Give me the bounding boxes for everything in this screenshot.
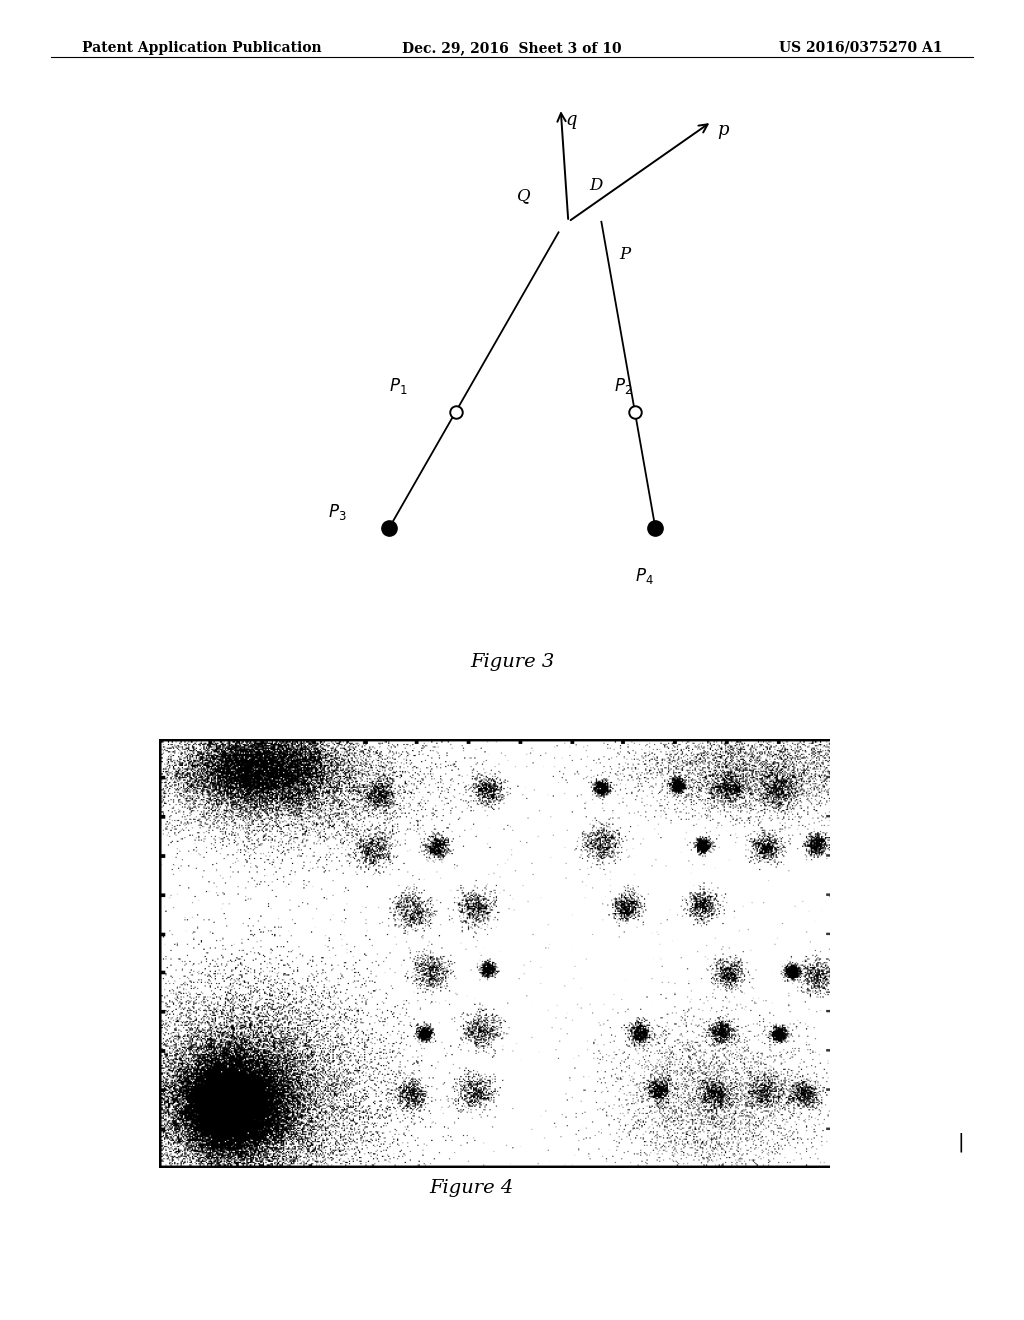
Text: Patent Application Publication: Patent Application Publication bbox=[82, 41, 322, 55]
Text: Dec. 29, 2016  Sheet 3 of 10: Dec. 29, 2016 Sheet 3 of 10 bbox=[402, 41, 622, 55]
Text: |: | bbox=[957, 1133, 964, 1151]
Text: Q: Q bbox=[517, 187, 530, 205]
Text: $P_2$: $P_2$ bbox=[614, 376, 633, 396]
Text: $P_1$: $P_1$ bbox=[389, 376, 408, 396]
Text: D: D bbox=[589, 177, 602, 194]
Text: P: P bbox=[620, 246, 631, 263]
Text: $P_3$: $P_3$ bbox=[328, 503, 346, 523]
Text: Figure 4: Figure 4 bbox=[429, 1179, 513, 1197]
Text: q: q bbox=[565, 111, 578, 129]
Text: Figure 3: Figure 3 bbox=[470, 653, 554, 672]
Text: p: p bbox=[717, 121, 728, 140]
Text: US 2016/0375270 A1: US 2016/0375270 A1 bbox=[778, 41, 942, 55]
Text: $P_4$: $P_4$ bbox=[635, 566, 653, 586]
